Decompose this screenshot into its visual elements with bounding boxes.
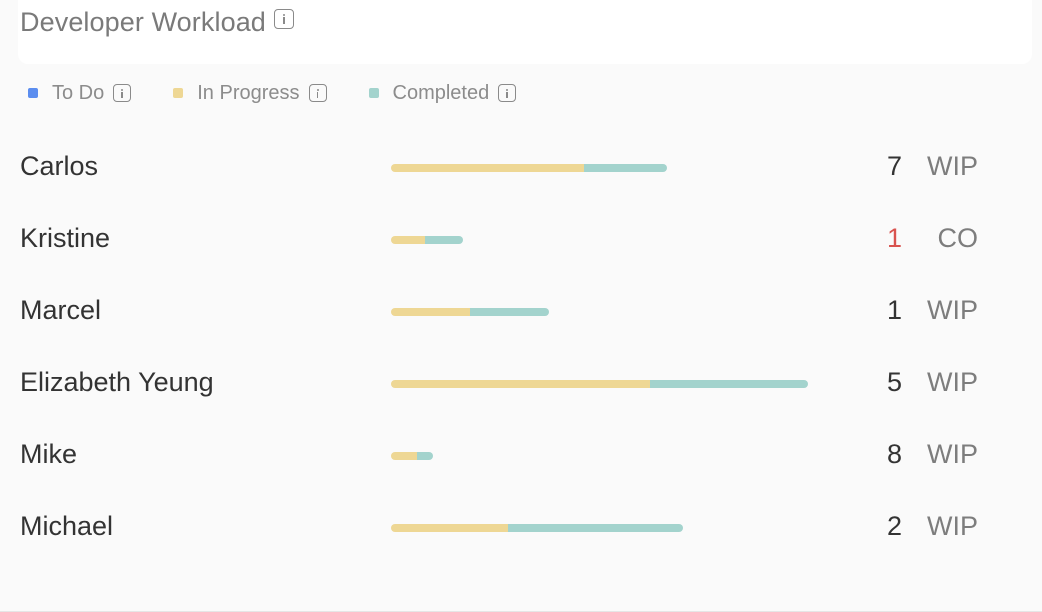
developer-list: Carlos 7 WIP Kristine 1 CO Marcel: [0, 133, 1042, 565]
status-label: CO: [937, 223, 979, 253]
legend-item-completed: Completed: [368, 81, 517, 105]
developer-name: Carlos: [20, 151, 99, 181]
bar-segment-in-progress: [391, 380, 650, 388]
status-label: WIP: [927, 367, 978, 397]
bar-segment-completed: [425, 236, 463, 244]
developer-row[interactable]: Mike 8 WIP: [0, 421, 1042, 493]
legend-item-todo: To Do: [28, 81, 132, 105]
developer-row[interactable]: Kristine 1 CO: [0, 205, 1042, 277]
bar-segment-in-progress: [391, 164, 584, 172]
task-count: 1: [886, 295, 902, 325]
bar-segment-completed: [508, 524, 683, 532]
workload-bar: [391, 380, 808, 388]
legend-swatch-completed: [368, 88, 379, 98]
developer-name: Mike: [20, 439, 78, 469]
legend-swatch-in-progress: [173, 88, 184, 98]
status-label: WIP: [927, 151, 978, 181]
status-label: WIP: [927, 439, 978, 469]
info-icon[interactable]: [273, 8, 294, 29]
developer-row[interactable]: Marcel 1 WIP: [0, 277, 1042, 349]
legend-swatch-todo: [28, 88, 38, 98]
workload-bar: [391, 164, 667, 172]
developer-name: Michael: [20, 511, 114, 541]
workload-bar: [391, 452, 434, 460]
legend-item-in-progress: In Progress: [173, 81, 327, 105]
bar-segment-completed: [469, 308, 549, 316]
info-icon[interactable]: [498, 84, 517, 102]
task-count: 8: [886, 439, 902, 469]
task-count: 1: [886, 223, 902, 253]
bar-segment-completed: [649, 380, 808, 388]
workload-bar: [391, 524, 683, 532]
developer-name: Elizabeth Yeung: [20, 367, 214, 397]
chart-legend: To Do In Progress Completed: [28, 80, 558, 106]
bar-segment-in-progress: [391, 452, 417, 460]
widget-header: Developer Workload: [18, 0, 1032, 64]
task-count: 7: [886, 151, 902, 181]
developer-name: Marcel: [20, 295, 102, 325]
task-count: 5: [886, 367, 902, 397]
developer-name: Kristine: [20, 223, 111, 253]
bar-segment-in-progress: [391, 236, 426, 244]
widget-title-wrap: Developer Workload: [20, 7, 294, 38]
widget-title: Developer Workload: [20, 7, 266, 37]
legend-label-todo: To Do: [52, 81, 105, 104]
bar-segment-completed: [416, 452, 434, 460]
info-icon[interactable]: [113, 84, 132, 102]
developer-row[interactable]: Michael 2 WIP: [0, 493, 1042, 565]
workload-bar: [391, 308, 549, 316]
info-icon[interactable]: [308, 84, 327, 102]
bar-segment-in-progress: [391, 524, 509, 532]
task-count: 2: [886, 511, 902, 541]
legend-label-in-progress: In Progress: [197, 81, 300, 104]
status-label: WIP: [927, 295, 978, 325]
workload-bar: [391, 236, 463, 244]
developer-row[interactable]: Elizabeth Yeung 5 WIP: [0, 349, 1042, 421]
developer-row[interactable]: Carlos 7 WIP: [0, 133, 1042, 205]
bar-segment-in-progress: [391, 308, 470, 316]
legend-label-completed: Completed: [392, 81, 490, 104]
status-label: WIP: [927, 511, 978, 541]
bar-segment-completed: [583, 164, 667, 172]
